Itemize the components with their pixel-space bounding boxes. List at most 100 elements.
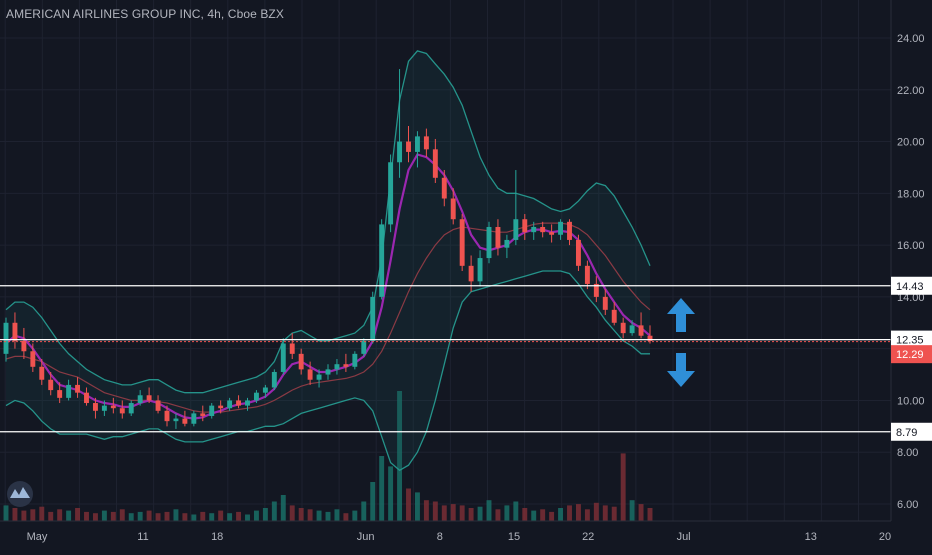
candle-body	[57, 390, 63, 398]
candle	[477, 250, 483, 287]
candle-body	[495, 226, 501, 248]
candle-body	[450, 198, 456, 220]
candle-body	[48, 379, 54, 391]
time-tick-label: 15	[508, 531, 520, 543]
volume-bar	[307, 509, 313, 521]
candle	[629, 320, 635, 336]
brand-logo[interactable]	[7, 481, 33, 507]
volume-bar	[629, 500, 635, 521]
candle	[370, 291, 376, 344]
candle-body	[137, 395, 143, 404]
price-level-badge-label: 12.35	[896, 335, 924, 347]
price-tick-label: 16.00	[897, 240, 925, 252]
candle-body	[84, 392, 89, 404]
volume-bar	[531, 510, 537, 521]
candle	[611, 302, 617, 326]
candle-body	[298, 353, 304, 370]
candle	[522, 214, 528, 240]
candle-body	[191, 413, 197, 424]
volume-bar	[66, 510, 72, 521]
candle	[620, 317, 626, 339]
volume-bar	[450, 504, 456, 521]
volume-bar	[236, 511, 242, 521]
price-tick-label: 22.00	[897, 85, 925, 97]
candle-body	[459, 219, 465, 266]
candle	[432, 138, 438, 183]
volume-bar	[173, 509, 179, 521]
candle-body	[271, 371, 277, 388]
candle	[459, 214, 465, 271]
volume-bar	[164, 511, 170, 521]
candle	[352, 351, 358, 370]
candle	[280, 338, 286, 375]
volume-bar	[549, 511, 555, 521]
candle	[307, 361, 313, 385]
time-tick-label: 11	[137, 531, 148, 543]
candle	[119, 400, 125, 419]
candle	[602, 289, 608, 316]
volume-bar	[575, 504, 581, 521]
price-level-badge: 14.43	[891, 276, 932, 295]
time-tick-label: 22	[582, 531, 594, 543]
candle-body	[236, 400, 242, 406]
volume-bar	[388, 466, 394, 521]
volume-bar	[334, 509, 340, 521]
candle	[379, 219, 385, 300]
candle	[30, 343, 36, 372]
candle	[173, 413, 179, 429]
volume-bar	[406, 488, 411, 521]
volume-bar	[57, 509, 63, 521]
candle	[531, 221, 537, 240]
candle	[146, 387, 152, 404]
candle	[558, 219, 564, 240]
candle	[334, 359, 340, 375]
time-axis-labels: May 11 18 Jun 8 15 22 Jul 13 20	[27, 531, 892, 543]
price-level-labels: 14.43 12.35 8.79 12.29	[891, 276, 932, 441]
volume-bar	[75, 508, 81, 521]
candle-body	[638, 325, 644, 336]
candle-body	[423, 136, 429, 150]
volume-bar	[361, 501, 367, 521]
price-level-badge-label: 14.43	[896, 281, 924, 293]
volume-bar	[611, 506, 617, 521]
candle-body	[39, 366, 45, 380]
candle	[262, 384, 268, 398]
candle-body	[164, 410, 170, 422]
bollinger-lower-line	[5, 270, 650, 472]
candle-body	[629, 325, 635, 334]
arrows	[667, 298, 695, 387]
volume-bar	[39, 506, 45, 521]
time-axis[interactable]	[0, 521, 932, 550]
volume-bar	[191, 514, 197, 521]
volume-bar	[101, 510, 107, 521]
volume-bar	[200, 511, 206, 521]
candle-body	[12, 322, 18, 341]
candle	[57, 382, 63, 404]
volume-bar	[155, 513, 161, 521]
candle	[289, 333, 295, 360]
volume-bar	[253, 510, 259, 521]
candle	[325, 364, 331, 380]
candle	[423, 128, 429, 158]
candle	[361, 338, 367, 357]
price-levels[interactable]	[0, 285, 891, 433]
volume-bars	[3, 391, 653, 521]
candle	[12, 312, 18, 349]
candle	[414, 131, 420, 168]
volume-bar	[441, 505, 447, 521]
candle	[92, 397, 98, 419]
volume-bar	[325, 511, 331, 521]
candle	[39, 359, 45, 385]
candle-body	[280, 343, 286, 372]
volume-bar	[513, 501, 519, 521]
volume-bar	[593, 502, 599, 521]
volume-bar	[495, 509, 501, 521]
price-axis[interactable]	[891, 0, 932, 521]
candle	[593, 276, 599, 303]
volume-bar	[522, 508, 528, 521]
candle	[66, 379, 72, 401]
candle	[209, 403, 215, 419]
up-arrow-icon	[667, 298, 695, 332]
volume-bar	[602, 505, 608, 521]
